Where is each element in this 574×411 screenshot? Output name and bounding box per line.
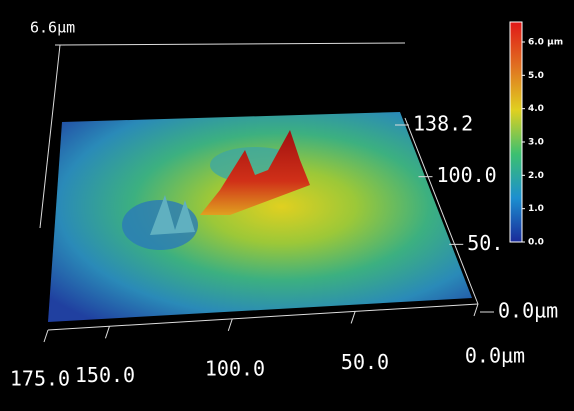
- y-tick-label: 100.0: [436, 163, 496, 187]
- y-tick-label: 138.2: [413, 112, 473, 136]
- x-tick-label: 175.0: [10, 367, 70, 391]
- x-tick: [351, 311, 355, 323]
- x-tick-label: 50.0: [341, 350, 389, 374]
- x-tick: [44, 330, 48, 342]
- z-tick-label: 6.6µm: [30, 19, 75, 37]
- colorbar-tick-label: 2.0: [528, 171, 544, 181]
- x-tick: [474, 304, 478, 316]
- chart: 175.0150.0 100.0 50.0 0.0µm 138.2 100.0 50. 0.0…: [0, 0, 574, 411]
- x-tick-label: 150.0: [75, 363, 135, 387]
- y-tick-label: 0.0µm: [498, 299, 558, 323]
- x-tick: [228, 319, 232, 331]
- x-tick-label: 0.0µm: [465, 344, 525, 368]
- colorbar-tick-label: 6.0 µm: [528, 38, 563, 48]
- colorbar-tick-label: 1.0: [528, 204, 544, 214]
- surface: [48, 112, 472, 322]
- y-tick-label: 50.: [467, 231, 503, 255]
- colorbar-tick-label: 5.0: [528, 71, 544, 81]
- colorbar-tick-label: 3.0: [528, 138, 544, 148]
- colorbar: [510, 22, 522, 242]
- colorbar-tick-label: 4.0: [528, 104, 544, 114]
- x-tick-label: 100.0: [205, 357, 265, 381]
- colorbar-tick-label: 0.0: [528, 238, 544, 248]
- x-tick: [105, 326, 109, 338]
